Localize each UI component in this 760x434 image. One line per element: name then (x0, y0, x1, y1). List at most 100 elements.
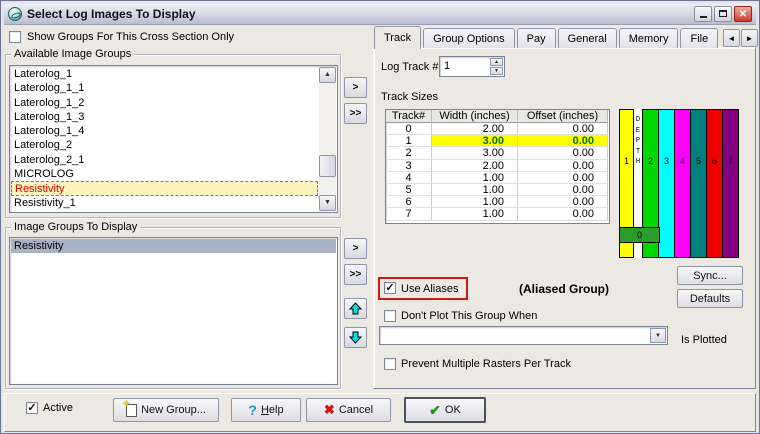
list-item[interactable]: Laterolog_1_1 (14, 82, 85, 95)
table-cell[interactable]: 4 (386, 171, 432, 184)
preview-track-7: 7 (722, 109, 739, 258)
list-item[interactable]: Laterolog_1 (14, 68, 73, 80)
cancel-button[interactable]: ✖ Cancel (306, 398, 391, 422)
prevent-multiple-checkbox[interactable] (384, 358, 396, 370)
table-cell[interactable]: 0.00 (518, 196, 608, 209)
tab-track[interactable]: Track (374, 26, 422, 49)
move-down-button[interactable] (344, 327, 367, 348)
list-item[interactable]: Resistivity (11, 239, 336, 254)
tab-scroll-left-button[interactable]: ◄ (723, 29, 740, 47)
table-cell[interactable]: 1.00 (432, 196, 518, 209)
table-cell[interactable]: 1.00 (432, 183, 518, 197)
table-cell[interactable]: 2.00 (432, 123, 518, 136)
tab-file[interactable]: File (680, 28, 719, 48)
list-item[interactable]: Laterolog_2_1 (14, 153, 85, 166)
preview-track-3: 3 (658, 109, 675, 258)
move-up-button[interactable] (344, 298, 367, 319)
table-cell[interactable]: 1.00 (432, 171, 518, 184)
list-item[interactable]: Laterolog_2 (14, 139, 73, 152)
display-groups-list[interactable]: Resistivity (9, 237, 338, 385)
table-cell[interactable]: 5 (386, 183, 432, 197)
add-all-button[interactable]: >> (344, 103, 367, 124)
available-groups-title: Available Image Groups (11, 48, 135, 60)
preview-track-5: 5 (690, 109, 707, 258)
tab-group-options[interactable]: Group Options (423, 28, 515, 48)
list-item[interactable]: Laterolog_1_2 (14, 96, 85, 109)
spin-down-icon[interactable]: ▼ (490, 67, 503, 75)
table-row[interactable]: 0 2.00 0.00 (386, 123, 609, 136)
active-checkbox[interactable]: ✓ (26, 402, 38, 414)
add-button[interactable]: > (344, 77, 367, 98)
add-button-2[interactable]: > (344, 238, 367, 259)
list-item[interactable]: MICROLOG (14, 168, 74, 181)
tab-general[interactable]: General (557, 28, 617, 48)
maximize-icon (719, 10, 727, 17)
plot-condition-value (380, 327, 384, 339)
table-cell[interactable]: 0.00 (518, 147, 608, 160)
window-title: Select Log Images To Display (27, 7, 196, 21)
scrollbar-thumb[interactable] (319, 155, 336, 177)
table-cell[interactable]: 0 (386, 123, 432, 136)
available-groups-items: Laterolog_1 Laterolog_1_1 Laterolog_1_2 Lat… (11, 67, 318, 211)
table-cell[interactable]: 1 (386, 135, 432, 148)
table-cell[interactable]: 0.00 (518, 208, 608, 221)
table-cell[interactable]: 3.00 (432, 135, 518, 148)
tab-scroll-right-button[interactable]: ► (741, 29, 758, 47)
table-cell[interactable]: 2 (386, 147, 432, 160)
tab-strip: Track Group Options Pay General Memory File (374, 26, 720, 49)
available-groups-list[interactable]: Laterolog_1 Laterolog_1_1 Laterolog_1_2 Lat… (9, 65, 338, 213)
tab-memory[interactable]: Memory (618, 28, 679, 48)
new-group-icon: ✦ (122, 399, 138, 417)
titlebar[interactable]: Select Log Images To Display ✕ (4, 4, 756, 25)
maximize-button[interactable] (714, 6, 732, 22)
sync-button[interactable]: Sync... (677, 266, 743, 285)
plot-condition-combobox[interactable]: ▼ (379, 326, 668, 345)
table-cell[interactable]: 1.00 (432, 208, 518, 221)
table-row[interactable]: 2 3.00 0.00 (386, 147, 609, 160)
table-row[interactable]: 7 1.00 0.00 (386, 208, 609, 221)
table-cell[interactable]: 0.00 (518, 123, 608, 136)
table-header-row: Track# Width (inches) Offset (inches) (386, 110, 609, 123)
add-all-button-2[interactable]: >> (344, 264, 367, 285)
log-track-spinner[interactable]: 1 ▲ ▼ (439, 56, 505, 77)
table-cell[interactable]: 0.00 (518, 171, 608, 184)
table-cell[interactable]: 0.00 (518, 159, 608, 172)
use-aliases-checkbox[interactable]: ✓ (384, 282, 396, 294)
help-button[interactable]: ? Help (231, 398, 301, 422)
dont-plot-checkbox[interactable] (384, 310, 396, 322)
table-cell[interactable]: 3.00 (432, 147, 518, 160)
ok-button[interactable]: ✔ OK (404, 397, 486, 423)
combo-dropdown-icon[interactable]: ▼ (650, 328, 666, 343)
track-sizes-table[interactable]: Track# Width (inches) Offset (inches) 0 2.00… (385, 109, 610, 224)
list-item[interactable]: Laterolog_1_4 (14, 125, 85, 138)
new-group-button[interactable]: ✦ New Group... (113, 398, 219, 422)
list-item[interactable]: Resistivity (11, 181, 318, 196)
preview-track-6: 6 (706, 109, 723, 258)
available-groups-scrollbar[interactable]: ▲ ▼ (319, 67, 336, 211)
table-cell[interactable]: 6 (386, 196, 432, 209)
table-cell[interactable]: 0.00 (518, 135, 608, 148)
tab-pay[interactable]: Pay (516, 28, 556, 48)
table-row[interactable]: 6 1.00 0.00 (386, 196, 609, 209)
table-cell[interactable]: 3 (386, 159, 432, 172)
table-cell[interactable]: 7 (386, 208, 432, 221)
minimize-button[interactable] (694, 6, 712, 22)
use-aliases-annotation (378, 277, 468, 300)
defaults-button[interactable]: Defaults (677, 289, 743, 308)
table-cell[interactable]: 2.00 (432, 159, 518, 172)
spin-up-icon[interactable]: ▲ (490, 58, 503, 66)
list-item[interactable]: Resistivity_1 (14, 196, 76, 209)
table-cell: Track# (386, 110, 432, 123)
table-row[interactable]: 3 2.00 0.00 (386, 159, 609, 172)
table-cell[interactable]: 0.00 (518, 183, 608, 197)
scroll-down-icon[interactable]: ▼ (319, 195, 336, 211)
close-button[interactable]: ✕ (734, 6, 752, 22)
table-row[interactable]: 5 1.00 0.00 (386, 183, 609, 197)
list-item[interactable]: Laterolog_1_3 (14, 110, 85, 123)
scroll-up-icon[interactable]: ▲ (319, 67, 336, 83)
table-row[interactable]: 1 3.00 0.00 (386, 135, 609, 148)
use-aliases-label: Use Aliases (401, 283, 459, 295)
table-row[interactable]: 4 1.00 0.00 (386, 171, 609, 184)
show-groups-checkbox[interactable] (9, 31, 21, 43)
